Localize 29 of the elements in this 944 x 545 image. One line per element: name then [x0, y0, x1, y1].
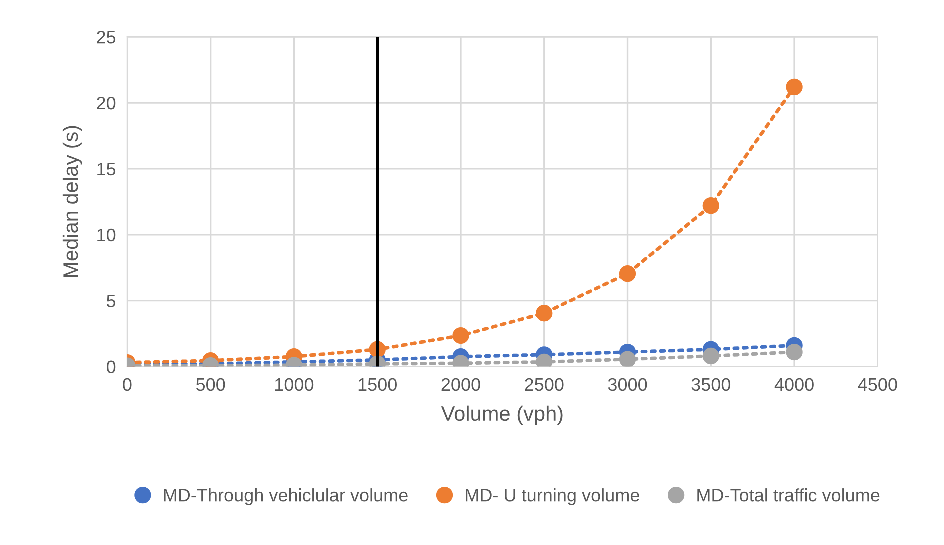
x-tick-label: 4500	[858, 378, 898, 392]
y-axis-title: Median delay (s)	[62, 126, 82, 278]
point	[702, 348, 720, 365]
point	[786, 344, 803, 361]
point	[452, 327, 470, 344]
x-tick-label: 4000	[774, 378, 814, 392]
x-tick-label: 2500	[525, 378, 564, 392]
y-tick-label: 15	[98, 163, 116, 176]
x-tick-label: 1500	[358, 378, 397, 392]
legend-label: MD-Total traffic volume	[698, 488, 880, 502]
legend-label: MD- U turning volume	[466, 488, 640, 506]
legend-label: MD-Through vehiclular volume	[164, 488, 408, 506]
x-tick-label: 3000	[608, 378, 648, 392]
x-tick-label: 2000	[442, 378, 480, 392]
x-tick-label: 3500	[692, 378, 731, 392]
point	[619, 265, 636, 282]
point	[619, 351, 636, 367]
y-tick-label: 0	[106, 360, 116, 374]
x-tick-label: 1000	[276, 378, 314, 392]
y-tick-label: 25	[97, 30, 116, 44]
x-tick-label: 0	[123, 378, 132, 392]
y-tick-label: 10	[98, 228, 116, 242]
y-tick-label: 5	[107, 294, 116, 308]
point	[702, 198, 720, 214]
x-tick-label: 500	[196, 378, 226, 392]
x-axis-title: Volume (vph)	[441, 406, 563, 426]
point	[786, 78, 803, 96]
point	[536, 305, 553, 322]
y-tick-label: 20	[97, 96, 116, 110]
